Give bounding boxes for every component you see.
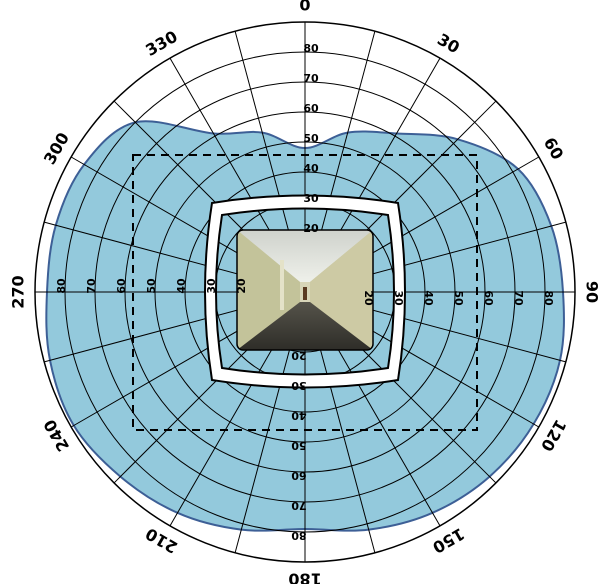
radial-label: 40 <box>422 290 435 306</box>
radial-label: 20 <box>235 278 248 294</box>
radial-label: 20 <box>303 222 319 235</box>
radial-label: 70 <box>85 278 98 294</box>
dashed-boundary <box>132 154 478 431</box>
radial-label: 60 <box>115 278 128 294</box>
radial-label: 20 <box>291 349 307 362</box>
angle-label: 180 <box>288 570 321 584</box>
radial-label: 50 <box>452 290 465 306</box>
radial-label: 80 <box>55 278 68 294</box>
angle-label: 90 <box>583 281 598 303</box>
radial-label: 20 <box>362 290 375 306</box>
hallway-image <box>237 230 373 350</box>
radial-label: 30 <box>303 192 319 205</box>
radial-label: 80 <box>542 290 555 306</box>
radial-label: 60 <box>291 469 307 482</box>
radial-label: 30 <box>392 290 405 306</box>
angle-label: 30 <box>434 30 463 58</box>
radial-label: 70 <box>512 290 525 306</box>
radial-label: 70 <box>303 72 319 85</box>
radial-label: 30 <box>205 278 218 294</box>
radial-label: 70 <box>291 499 307 512</box>
image-frame <box>236 229 374 351</box>
radial-label: 40 <box>303 162 319 175</box>
radial-label: 80 <box>303 42 319 55</box>
radial-label: 40 <box>175 278 188 294</box>
angle-label: 0 <box>299 0 310 15</box>
radial-label: 60 <box>303 102 319 115</box>
radial-label: 60 <box>482 290 495 306</box>
radial-label: 50 <box>291 439 307 452</box>
radial-label: 80 <box>291 529 307 542</box>
radial-label: 40 <box>291 409 307 422</box>
central-band <box>204 194 406 389</box>
angle-label: 270 <box>9 275 28 308</box>
angle-label: 60 <box>540 134 568 163</box>
radial-label: 50 <box>303 132 319 145</box>
radial-label: 50 <box>145 278 158 294</box>
radial-label: 30 <box>291 379 307 392</box>
